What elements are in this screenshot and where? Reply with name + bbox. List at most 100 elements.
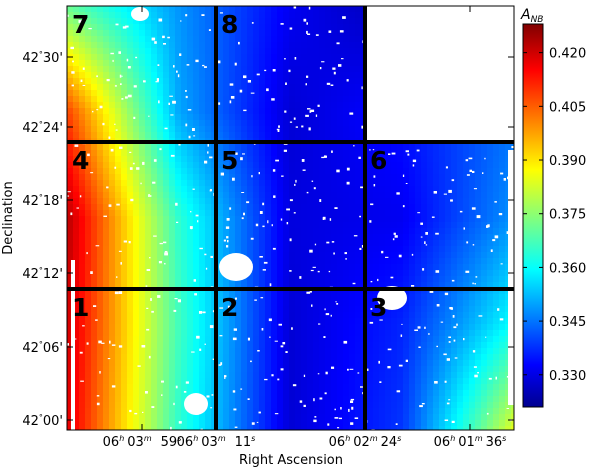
heatmap-cell bbox=[115, 252, 122, 259]
heatmap-cell bbox=[121, 210, 128, 217]
heatmap-cell bbox=[175, 396, 182, 403]
heatmap-cell bbox=[181, 354, 188, 361]
heatmap-cell bbox=[409, 306, 416, 313]
heatmap-cell bbox=[157, 90, 164, 97]
heatmap-cell bbox=[127, 396, 134, 403]
heatmap-cell bbox=[277, 12, 284, 19]
heatmap-cell bbox=[205, 210, 212, 217]
heatmap-cell bbox=[139, 252, 146, 259]
heatmap-cell bbox=[175, 162, 182, 169]
heatmap-cell bbox=[157, 318, 164, 325]
heatmap-cell bbox=[457, 378, 464, 385]
heatmap-cell bbox=[97, 300, 104, 307]
heatmap-cell bbox=[283, 72, 290, 79]
heatmap-cell bbox=[277, 318, 284, 325]
heatmap-cell bbox=[133, 264, 140, 271]
heatmap-cell bbox=[199, 378, 206, 385]
heatmap-cell bbox=[169, 150, 176, 157]
heatmap-cell bbox=[373, 186, 380, 193]
heatmap-cell bbox=[277, 270, 284, 277]
heatmap-cell bbox=[421, 360, 428, 367]
heatmap-cell bbox=[403, 354, 410, 361]
heatmap-cell bbox=[499, 294, 506, 301]
heatmap-cell bbox=[193, 84, 200, 91]
heatmap-cell bbox=[205, 348, 212, 355]
heatmap-cell bbox=[187, 366, 194, 373]
heatmap-cell bbox=[91, 336, 98, 343]
heatmap-cell bbox=[157, 36, 164, 43]
heatmap-cell bbox=[121, 342, 128, 349]
heatmap-cell bbox=[307, 36, 314, 43]
heatmap-cell bbox=[121, 84, 128, 91]
heatmap-cell bbox=[199, 384, 206, 391]
heatmap-cell bbox=[109, 96, 116, 103]
heatmap-cell bbox=[121, 234, 128, 241]
heatmap-cell bbox=[349, 186, 356, 193]
heatmap-cell bbox=[217, 114, 224, 121]
heatmap-cell bbox=[193, 270, 200, 277]
heatmap-cell bbox=[355, 78, 362, 85]
heatmap-cell bbox=[73, 144, 80, 151]
heatmap-cell bbox=[223, 48, 230, 55]
heatmap-cell bbox=[331, 126, 338, 133]
heatmap-cell bbox=[229, 126, 236, 133]
heatmap-cell bbox=[331, 312, 338, 319]
heatmap-cell bbox=[283, 282, 290, 289]
heatmap-cell bbox=[277, 30, 284, 37]
heatmap-cell bbox=[469, 396, 476, 403]
heatmap-cell bbox=[301, 36, 308, 43]
heatmap-cell bbox=[475, 330, 482, 337]
heatmap-cell bbox=[193, 186, 200, 193]
heatmap-cell bbox=[199, 162, 206, 169]
heatmap-cell bbox=[451, 306, 458, 313]
heatmap-cell bbox=[463, 300, 470, 307]
heatmap-cell bbox=[181, 198, 188, 205]
heatmap-cell bbox=[355, 276, 362, 283]
heatmap-cell bbox=[133, 132, 140, 139]
heatmap-cell bbox=[193, 324, 200, 331]
heatmap-cell bbox=[331, 282, 338, 289]
heatmap-cell bbox=[241, 84, 248, 91]
heatmap-cell bbox=[475, 216, 482, 223]
heatmap-cell bbox=[223, 12, 230, 19]
heatmap-cell bbox=[271, 102, 278, 109]
heatmap-cell bbox=[331, 78, 338, 85]
heatmap-cell bbox=[241, 276, 248, 283]
heatmap-cell bbox=[145, 84, 152, 91]
heatmap-cell bbox=[133, 198, 140, 205]
heatmap-cell bbox=[325, 228, 332, 235]
heatmap-cell bbox=[109, 282, 116, 289]
heatmap-cell bbox=[343, 24, 350, 31]
heatmap-cell bbox=[319, 102, 326, 109]
heatmap-cell bbox=[145, 144, 152, 151]
heatmap-cell bbox=[349, 180, 356, 187]
heatmap-cell bbox=[289, 180, 296, 187]
heatmap-cell bbox=[265, 252, 272, 259]
heatmap-cell bbox=[145, 336, 152, 343]
heatmap-cell bbox=[229, 36, 236, 43]
heatmap-cell bbox=[67, 180, 74, 187]
heatmap-cell bbox=[301, 108, 308, 115]
heatmap-cell bbox=[493, 378, 500, 385]
heatmap-cell bbox=[127, 186, 134, 193]
heatmap-cell bbox=[499, 336, 506, 343]
heatmap-cell bbox=[121, 264, 128, 271]
heatmap-cell bbox=[295, 354, 302, 361]
heatmap-cell bbox=[253, 156, 260, 163]
heatmap-cell bbox=[271, 306, 278, 313]
heatmap-cell bbox=[391, 378, 398, 385]
heatmap-cell bbox=[115, 96, 122, 103]
heatmap-cell bbox=[181, 318, 188, 325]
heatmap-cell bbox=[355, 252, 362, 259]
heatmap-cell bbox=[139, 90, 146, 97]
heatmap-cell bbox=[67, 12, 74, 19]
heatmap-cell bbox=[169, 108, 176, 115]
heatmap-cell bbox=[433, 156, 440, 163]
heatmap-cell bbox=[241, 384, 248, 391]
heatmap-cell bbox=[283, 378, 290, 385]
heatmap-cell bbox=[241, 60, 248, 67]
heatmap-cell bbox=[187, 30, 194, 37]
heatmap-cell bbox=[181, 150, 188, 157]
heatmap-cell bbox=[133, 324, 140, 331]
heatmap-cell bbox=[139, 258, 146, 265]
